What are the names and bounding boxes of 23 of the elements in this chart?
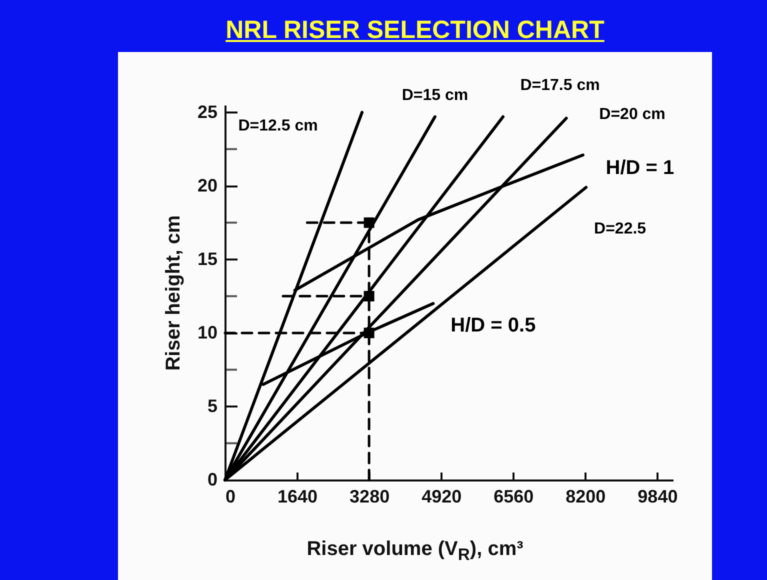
y-tick-label: 20 [197, 175, 218, 196]
x-tick-label: 8200 [566, 486, 606, 506]
x-tick-label: 9840 [638, 486, 678, 506]
x-tick-label: 1640 [278, 486, 318, 506]
x-axis-title: Riser volume (V$_{R}$), cm³ [306, 538, 524, 565]
series-label: H/D = 0.5 [450, 314, 536, 337]
chart-title: NRL RISER SELECTION CHART [224, 16, 606, 45]
text: D=20 cm [599, 106, 666, 124]
y-tick-label: 10 [197, 322, 218, 342]
y-tick-label: 25 [197, 102, 218, 122]
y-tick-label: 5 [207, 396, 218, 416]
x-tick-label: 6560 [494, 486, 534, 506]
y-tick-label: 0 [207, 470, 218, 490]
text: D=12.5 cm [238, 117, 318, 134]
x-tick-label: 4920 [422, 486, 462, 506]
series-label: D=22.5 [594, 220, 646, 238]
y-axis-title: Riser height, cm [162, 215, 184, 371]
series-label: D=17.5 cm [520, 76, 600, 94]
x-tick-label: 3280 [350, 486, 390, 506]
x-tick-label: 0 [226, 486, 236, 506]
series-label: D=15 cm [402, 86, 468, 104]
y-tick-label: 15 [197, 248, 218, 269]
series-label: H/D = 1 [606, 157, 674, 179]
